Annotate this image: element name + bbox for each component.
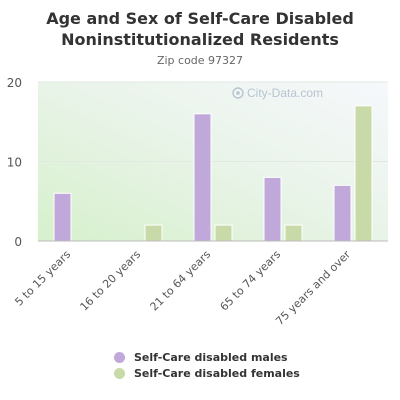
bar-males [263, 176, 282, 242]
legend-label-males: Self-Care disabled males [134, 350, 288, 364]
bar-females [354, 105, 373, 242]
chart-title-line-1: Age and Sex of Self-Care Disabled [46, 9, 354, 28]
bar-females [214, 224, 233, 242]
y-tick-label: 20 [7, 76, 22, 90]
y-tick-label: 0 [14, 235, 22, 249]
chart-title-line-2: Noninstitutionalized Residents [61, 30, 339, 49]
x-tick-label: 5 to 15 years [12, 248, 73, 309]
bar-males [193, 113, 212, 242]
legend-item-males: Self-Care disabled males [114, 349, 300, 365]
y-tick-label: 10 [7, 156, 22, 170]
x-tick-label: 21 to 64 years [147, 248, 213, 314]
chart-title: Age and Sex of Self-Care Disabled Nonins… [0, 8, 400, 50]
legend-label-females: Self-Care disabled females [134, 366, 300, 380]
legend-item-females: Self-Care disabled females [114, 365, 300, 381]
watermark: City-Data.com [232, 86, 323, 100]
x-tick-label: 75 years and over [273, 248, 353, 328]
bar-females [144, 224, 163, 242]
bar-males [53, 192, 72, 242]
legend-swatch-males [114, 351, 125, 363]
bar-females [284, 224, 303, 242]
legend-swatch-females [114, 367, 125, 379]
chart-subtitle: Zip code 97327 [156, 54, 244, 67]
x-tick-label: 16 to 20 years [77, 248, 143, 314]
legend: Self-Care disabled males Self-Care disab… [114, 349, 300, 381]
x-tick-label: 65 to 74 years [217, 248, 283, 314]
watermark-text: City-Data.com [247, 86, 323, 100]
bar-males [333, 184, 352, 242]
